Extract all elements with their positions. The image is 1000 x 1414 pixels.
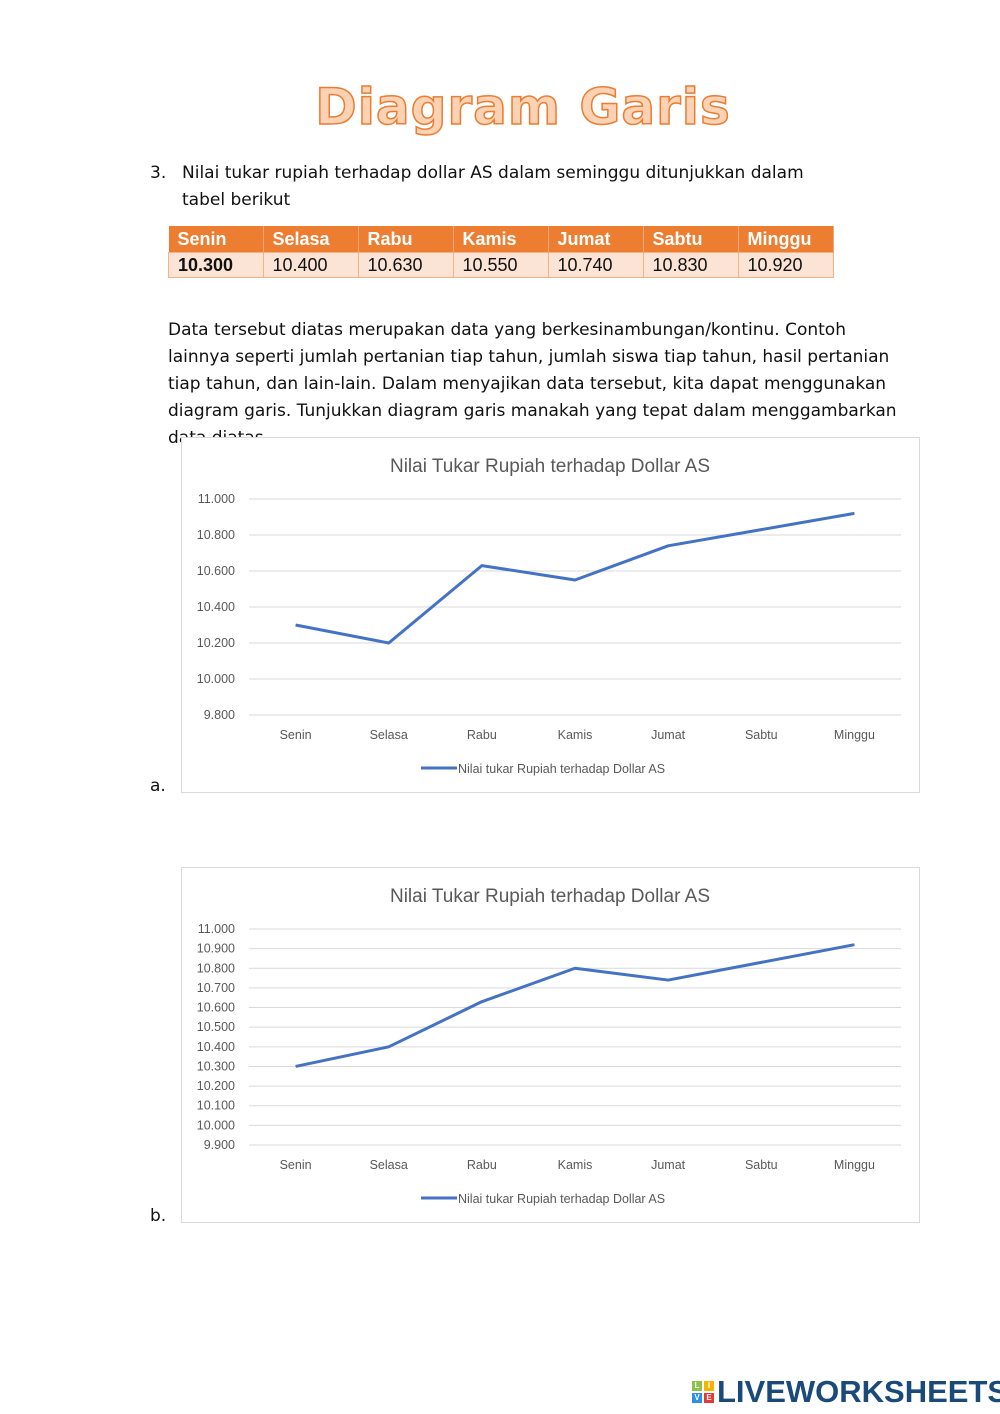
legend-label: Nilai tukar Rupiah terhadap Dollar AS (458, 1192, 665, 1206)
table-header-cell: Senin (168, 226, 264, 253)
y-tick-label: 10.400 (197, 600, 235, 614)
y-tick-label: 10.200 (197, 1079, 235, 1093)
x-tick-label: Minggu (834, 1158, 875, 1172)
x-tick-label: Kamis (558, 728, 593, 742)
y-tick-label: 10.800 (197, 528, 235, 542)
table-value-cell: 10.920 (737, 252, 834, 278)
x-tick-label: Jumat (651, 728, 686, 742)
legend-label: Nilai tukar Rupiah terhadap Dollar AS (458, 762, 665, 776)
series-line (295, 943, 855, 1068)
x-tick-label: Minggu (834, 728, 875, 742)
y-tick-label: 10.000 (197, 672, 235, 686)
chart-title: Nilai Tukar Rupiah terhadap Dollar AS (390, 456, 710, 477)
y-tick-label: 10.300 (197, 1059, 235, 1073)
y-tick-label: 10.800 (197, 961, 235, 975)
y-tick-label: 10.600 (197, 1001, 235, 1015)
x-tick-label: Sabtu (745, 728, 778, 742)
y-tick-label: 10.600 (197, 564, 235, 578)
y-tick-label: 11.000 (198, 492, 235, 506)
x-tick-label: Jumat (651, 1158, 686, 1172)
table-value-cell: 10.300 (168, 252, 264, 278)
x-tick-label: Selasa (370, 1158, 408, 1172)
x-tick-label: Senin (280, 1158, 312, 1172)
y-tick-label: 10.400 (197, 1040, 235, 1054)
table-value-cell: 10.740 (547, 252, 644, 278)
table-value-cell: 10.630 (357, 252, 454, 278)
x-tick-label: Selasa (370, 728, 408, 742)
question-number: 3. (150, 163, 167, 183)
table-header-cell: Rabu (358, 226, 454, 253)
y-tick-label: 10.200 (197, 636, 235, 650)
x-tick-label: Sabtu (745, 1158, 778, 1172)
series-line (295, 511, 855, 645)
table-header-cell: Sabtu (643, 226, 739, 253)
table-value-cell: 10.830 (642, 252, 739, 278)
chart-title: Nilai Tukar Rupiah terhadap Dollar AS (390, 886, 710, 907)
exchange-rate-table: Senin Selasa Rabu Kamis Jumat Sabtu Minggu 10.3… (168, 226, 834, 278)
y-tick-label: 9.800 (204, 708, 235, 722)
table-header-cell: Jumat (548, 226, 644, 253)
table-header-cell: Minggu (738, 226, 834, 253)
table-value-cell: 10.550 (452, 252, 549, 278)
x-tick-label: Rabu (467, 728, 497, 742)
line-chart-b: Nilai Tukar Rupiah terhadap Dollar AS 9.9… (197, 886, 901, 1206)
y-tick-label: 10.500 (197, 1020, 235, 1034)
question-text: Nilai tukar rupiah terhadap dollar AS da… (182, 163, 804, 210)
logo-text: LIVEWORKSHEETS (717, 1374, 1000, 1409)
option-a-label[interactable]: a. (150, 776, 166, 796)
x-tick-label: Rabu (467, 1158, 497, 1172)
y-tick-label: 9.900 (204, 1138, 235, 1152)
chart-option-b[interactable]: Nilai Tukar Rupiah terhadap Dollar AS 9.9… (181, 867, 920, 1223)
x-tick-label: Senin (280, 728, 312, 742)
chart-option-a[interactable]: Nilai Tukar Rupiah terhadap Dollar AS 9.8… (181, 437, 920, 793)
y-tick-label: 10.100 (197, 1099, 235, 1113)
line-chart-a: Nilai Tukar Rupiah terhadap Dollar AS 9.8… (197, 456, 901, 776)
y-tick-label: 10.000 (197, 1118, 235, 1132)
y-tick-label: 10.900 (197, 942, 235, 956)
y-tick-label: 11.000 (198, 922, 235, 936)
paragraph: Data tersebut diatas merupakan data yang… (168, 320, 897, 448)
option-b-label[interactable]: b. (150, 1206, 167, 1226)
table-header-cell: Kamis (453, 226, 549, 253)
table-value-cell: 10.400 (262, 252, 359, 278)
page-title: Diagram Garis (315, 77, 731, 137)
x-tick-label: Kamis (558, 1158, 593, 1172)
table-header-cell: Selasa (263, 226, 359, 253)
y-tick-label: 10.700 (197, 981, 235, 995)
